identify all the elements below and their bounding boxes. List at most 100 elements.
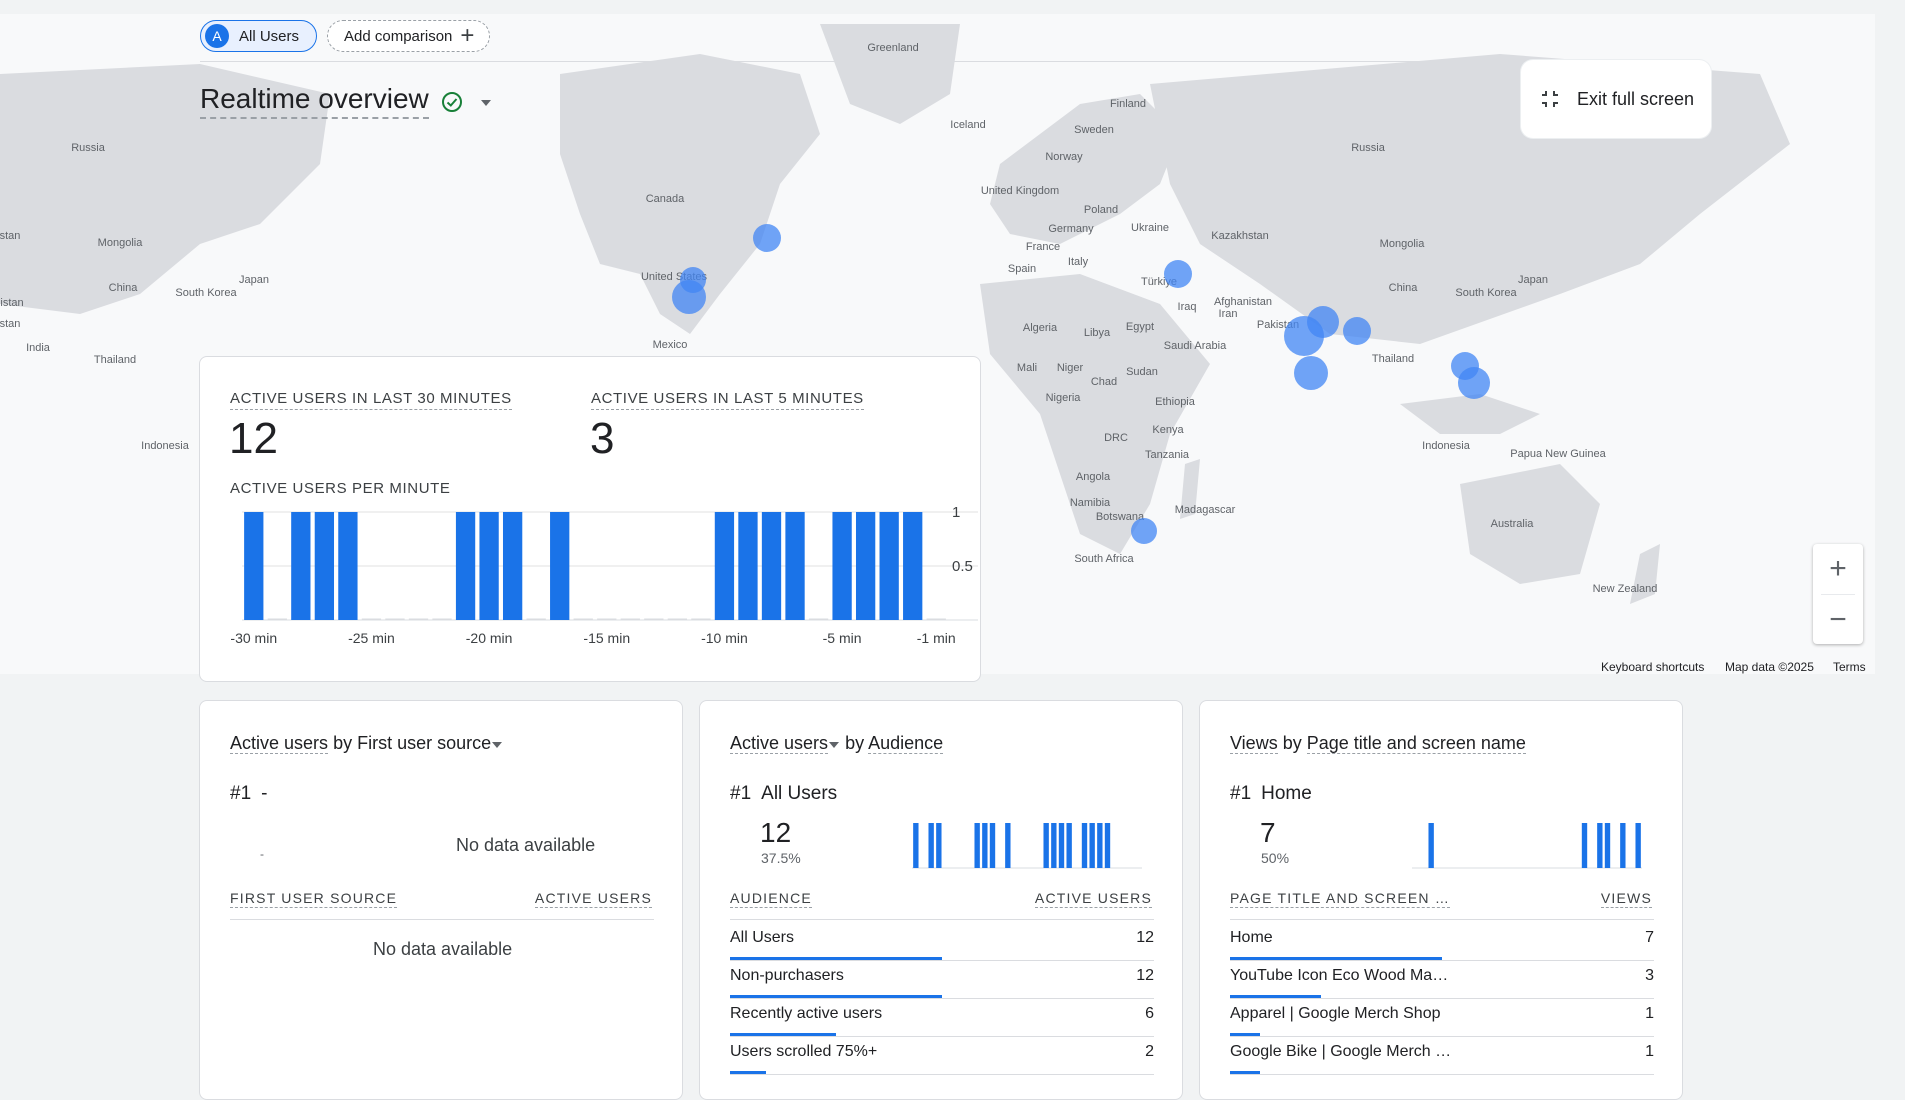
keyboard-shortcuts-link[interactable]: Keyboard shortcuts (1601, 660, 1705, 674)
column-header-active-users[interactable]: ACTIVE USERS (534, 890, 652, 908)
chart-bar[interactable] (267, 618, 287, 621)
add-comparison-button[interactable]: Add comparison + (327, 20, 490, 52)
location-dot[interactable] (1284, 316, 1324, 356)
active-users-5-label[interactable]: ACTIVE USERS IN LAST 5 MINUTES (591, 390, 864, 410)
chart-bar[interactable] (408, 618, 429, 621)
map-country-label: Nigeria (1045, 392, 1081, 404)
chart-bar[interactable] (550, 512, 570, 620)
chart-bar[interactable] (620, 618, 640, 621)
chart-bar[interactable] (761, 512, 782, 620)
comparison-chip-all-users[interactable]: A All Users (200, 20, 317, 52)
row-label: Google Bike | Google Merch … (1230, 1043, 1452, 1060)
chart-bar[interactable] (714, 512, 735, 620)
row-value: 6 (1145, 1005, 1154, 1022)
table-row[interactable]: Users scrolled 75%+ 2 (730, 1037, 1154, 1075)
rank-number: #1 (230, 783, 252, 804)
map-country-label: Spain (1007, 263, 1037, 275)
row-divider (1230, 1036, 1654, 1037)
map-country-label: Canada (645, 193, 685, 205)
chart-bar[interactable] (691, 618, 711, 621)
chart-bar[interactable] (903, 512, 923, 620)
map-country-label: Thailand (93, 354, 137, 366)
column-header-first-user-source[interactable]: FIRST USER SOURCE (230, 890, 398, 908)
chart-bar[interactable] (432, 618, 452, 621)
row-value: 7 (1645, 929, 1654, 946)
terms-link[interactable]: Terms (1833, 660, 1866, 674)
location-dot[interactable] (1294, 356, 1328, 390)
dimension-label[interactable]: First user source (357, 733, 492, 753)
chart-bar[interactable] (879, 512, 899, 620)
metric-label[interactable]: Active users (730, 733, 829, 754)
column-header-views[interactable]: VIEWS (1600, 890, 1652, 908)
map-country-label: Ethiopia (1155, 396, 1195, 408)
map-country-label: Kazakhstan (1211, 230, 1269, 242)
top-percentage: 50% (1261, 850, 1290, 866)
chevron-down-icon[interactable] (828, 741, 840, 749)
chart-bar[interactable] (479, 512, 499, 620)
map-country-label: Egypt (1125, 321, 1155, 333)
chart-bar[interactable] (573, 618, 593, 621)
chart-bar[interactable] (244, 512, 264, 620)
chart-bar[interactable] (502, 512, 523, 620)
map-country-label: Italy (1067, 256, 1089, 268)
metric-label[interactable]: Active users (230, 733, 329, 754)
row-divider (730, 998, 1154, 999)
table-row[interactable]: YouTube Icon Eco Wood Ma… 3 (1230, 961, 1654, 999)
x-tick-label: -30 min (230, 630, 277, 646)
location-dot[interactable] (1131, 518, 1157, 544)
active-users-30-label[interactable]: ACTIVE USERS IN LAST 30 MINUTES (230, 390, 512, 410)
location-dot[interactable] (672, 280, 706, 314)
map-country-label: DRC (1104, 432, 1128, 444)
chart-bar[interactable] (926, 618, 946, 621)
column-header-audience[interactable]: AUDIENCE (730, 890, 812, 908)
table-row[interactable]: Home 7 (1230, 923, 1654, 961)
chevron-down-icon[interactable] (479, 98, 493, 108)
exit-full-screen-button[interactable]: Exit full screen (1521, 60, 1711, 138)
row-share-bar (1230, 1033, 1260, 1036)
sparkline-bar (989, 823, 996, 868)
dimension-label[interactable]: Audience (868, 733, 944, 754)
chart-bar[interactable] (361, 618, 382, 621)
chart-bar[interactable] (526, 618, 546, 621)
chart-bar[interactable] (808, 618, 829, 621)
column-header-page-title[interactable]: PAGE TITLE AND SCREEN … (1230, 890, 1451, 908)
table-row[interactable]: Apparel | Google Merch Shop 1 (1230, 999, 1654, 1037)
table-row[interactable]: Non-purchasers 12 (730, 961, 1154, 999)
zoom-out-button[interactable]: − (1829, 603, 1847, 636)
chart-bar[interactable] (738, 512, 758, 620)
audience-card: Active users by Audience #1 All Users 12 … (699, 700, 1183, 1100)
location-dot[interactable] (1164, 260, 1192, 288)
chart-bar[interactable] (385, 618, 405, 621)
map-country-label: Sudan (1126, 366, 1158, 378)
table-row[interactable]: Recently active users 6 (730, 999, 1154, 1037)
dimension-label[interactable]: Page title and screen name (1306, 733, 1526, 754)
column-header-active-users[interactable]: ACTIVE USERS (1034, 890, 1152, 908)
chart-bar[interactable] (314, 512, 335, 620)
chart-bar[interactable] (832, 512, 852, 620)
map-country-label: Chad (1090, 376, 1118, 388)
table-row[interactable]: Google Bike | Google Merch … 1 (1230, 1037, 1654, 1075)
location-dot[interactable] (1458, 367, 1490, 399)
empty-value: - (260, 847, 264, 861)
chart-bar[interactable] (855, 512, 876, 620)
metric-label[interactable]: Views (1230, 733, 1278, 754)
map-country-label: Mongolia (97, 237, 143, 249)
chart-bar[interactable] (644, 618, 664, 621)
map-country-label: Madagascar (1174, 504, 1236, 516)
map-country-label: Indonesia (1422, 440, 1470, 452)
location-dot[interactable] (753, 224, 781, 252)
chart-bar[interactable] (455, 512, 476, 620)
chart-bar[interactable] (667, 618, 688, 621)
location-dot[interactable] (1343, 317, 1371, 345)
chevron-down-icon[interactable] (491, 741, 503, 749)
chart-bar[interactable] (291, 512, 311, 620)
sparkline-bar (1066, 823, 1072, 868)
map-country-label: Greenland (867, 42, 919, 54)
zoom-in-button[interactable]: + (1829, 552, 1847, 585)
chart-bar[interactable] (597, 618, 617, 621)
chart-bar[interactable] (338, 512, 358, 620)
row-divider (730, 1036, 1154, 1037)
page-title[interactable]: Realtime overview (200, 83, 429, 119)
chart-bar[interactable] (785, 512, 805, 620)
table-row[interactable]: All Users 12 (730, 923, 1154, 961)
